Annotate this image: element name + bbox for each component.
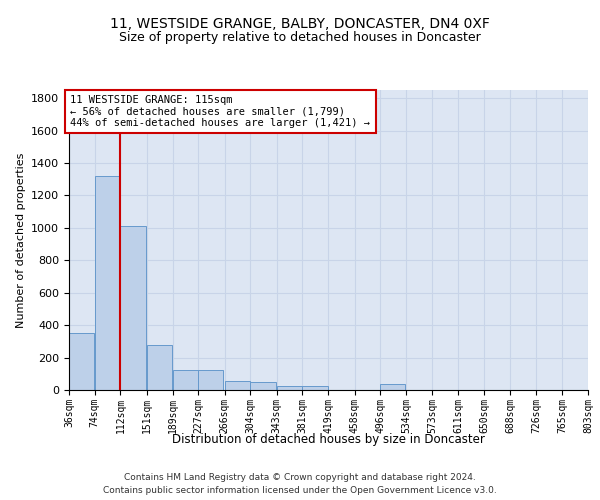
Text: Distribution of detached houses by size in Doncaster: Distribution of detached houses by size … [172,432,485,446]
Text: Size of property relative to detached houses in Doncaster: Size of property relative to detached ho… [119,31,481,44]
Text: Contains public sector information licensed under the Open Government Licence v3: Contains public sector information licen… [103,486,497,495]
Bar [95,176,120,390]
Y-axis label: Number of detached properties: Number of detached properties [16,152,26,328]
Bar [173,370,198,390]
Bar [302,386,328,390]
Bar [224,381,250,390]
Text: 11 WESTSIDE GRANGE: 115sqm
← 56% of detached houses are smaller (1,799)
44% of s: 11 WESTSIDE GRANGE: 115sqm ← 56% of deta… [70,95,370,128]
Text: Contains HM Land Registry data © Crown copyright and database right 2024.: Contains HM Land Registry data © Crown c… [124,472,476,482]
Text: 11, WESTSIDE GRANGE, BALBY, DONCASTER, DN4 0XF: 11, WESTSIDE GRANGE, BALBY, DONCASTER, D… [110,18,490,32]
Bar [147,344,172,390]
Bar [121,226,146,390]
Bar [250,382,275,390]
Bar [198,370,223,390]
Bar [69,333,94,390]
Bar [380,384,406,390]
Bar [277,386,302,390]
